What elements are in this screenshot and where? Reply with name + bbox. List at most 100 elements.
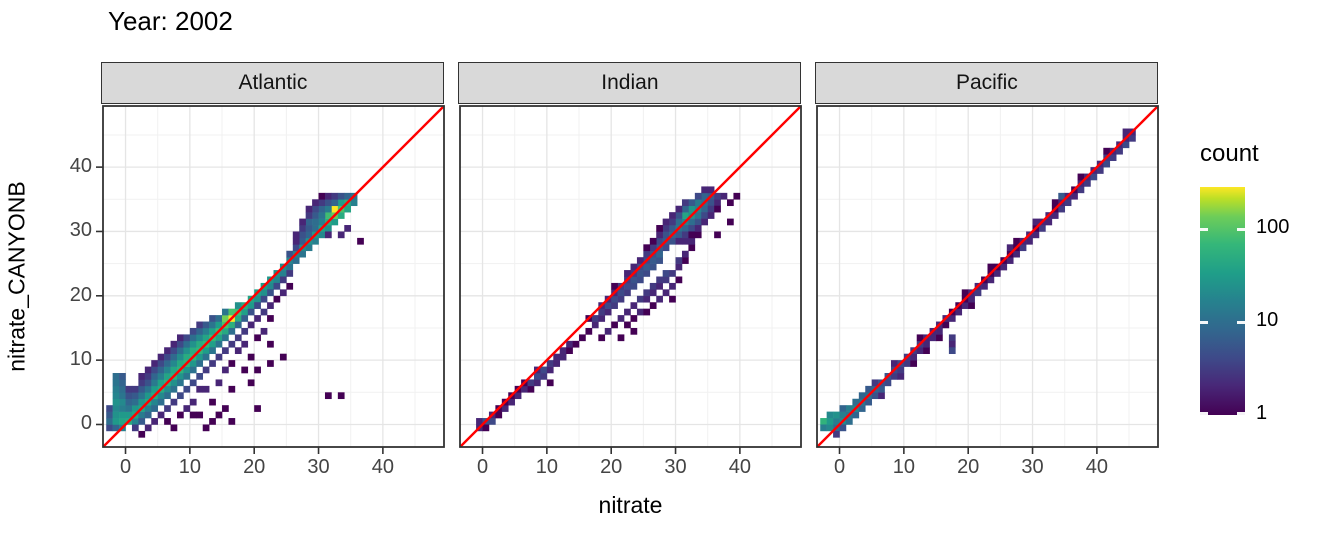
bin-cell [324, 225, 332, 232]
bin-cell [196, 327, 204, 335]
bin-cell [675, 276, 683, 284]
facet-strip-label: Pacific [955, 71, 1018, 94]
legend-tick-label: 10 [1256, 309, 1279, 331]
bin-cell [495, 411, 503, 419]
bin-cell [196, 334, 204, 342]
bin-cell [267, 340, 274, 348]
bin-cell [833, 418, 840, 425]
bin-cell [202, 353, 210, 361]
bin-cell [942, 321, 950, 329]
bin-cell [566, 347, 573, 355]
bin-cell [112, 373, 120, 380]
bin-cell [170, 366, 178, 374]
bin-cell [611, 295, 618, 303]
bin-cell [222, 334, 229, 342]
bin-cell [292, 244, 300, 252]
bin-cell [183, 347, 191, 355]
bin-cell [662, 270, 670, 277]
bin-cell [119, 373, 126, 380]
bin-cell [344, 225, 352, 232]
bin-cell [636, 276, 644, 284]
bin-cell [553, 353, 561, 361]
bin-cell [636, 308, 644, 316]
bin-cell [656, 257, 663, 264]
bin-cell [820, 418, 827, 425]
grid-minor [817, 106, 1158, 447]
bin-cell [955, 308, 963, 316]
y-axis-title: nitrate_CANYONB [3, 181, 30, 372]
bin-cell [157, 392, 165, 400]
bin-cell [125, 398, 133, 406]
bin-cell [157, 366, 165, 374]
bin-cell [176, 411, 184, 419]
bin-cell [681, 237, 689, 245]
bin-cell [675, 218, 683, 226]
bin-cell [604, 302, 612, 309]
bin-cell [1013, 237, 1020, 245]
bin-cell [164, 385, 171, 393]
bin-cell [176, 334, 184, 342]
bin-cell [312, 205, 319, 213]
bin-cell [617, 295, 625, 303]
bin-cell [350, 199, 358, 207]
bin-cell [157, 411, 165, 419]
bin-cell [131, 418, 139, 425]
x-axis-title: nitrate [598, 492, 663, 518]
bin-cell [624, 289, 631, 297]
bin-cell [839, 405, 847, 412]
bin-cell [112, 424, 120, 432]
bin-cell [183, 334, 191, 342]
bin-cell [254, 315, 261, 322]
bin-cell [215, 315, 223, 322]
bin-cell [636, 257, 644, 264]
bin-cell [260, 289, 268, 297]
bin-cell [209, 418, 216, 425]
x-tick-label: 0 [476, 456, 489, 478]
bin-cell [138, 430, 146, 438]
legend-tick-mark [1237, 227, 1245, 231]
bin-cell [209, 315, 216, 322]
bin-cell [196, 385, 204, 393]
y-tick-label: 20 [69, 283, 92, 306]
bin-cell [701, 218, 709, 226]
bin-cell [202, 424, 210, 432]
bin-cell [202, 347, 210, 355]
bin-cell [948, 340, 956, 348]
facet-strip-atlantic: Atlantic [101, 62, 445, 104]
bin-cell [312, 199, 319, 207]
bin-cell [209, 347, 216, 355]
bin-cell [170, 340, 178, 348]
bin-cell [1103, 160, 1111, 168]
bin-cell [286, 263, 294, 271]
bin-cell [546, 360, 554, 367]
bin-cell [241, 315, 249, 322]
bin-cell [228, 418, 236, 425]
bin-cell [183, 353, 191, 361]
bin-cell [681, 225, 689, 232]
bin-cell [125, 411, 133, 419]
bin-cell [903, 360, 911, 367]
bin-cell [305, 244, 313, 252]
bin-cell [688, 244, 696, 252]
bin-cell [324, 205, 332, 213]
bin-cell [624, 321, 631, 329]
bin-cell [112, 379, 120, 387]
bin-cell [247, 321, 255, 329]
bin-cell [1032, 218, 1040, 226]
bin-cell [273, 295, 281, 303]
bin-cell [241, 327, 249, 335]
bin-cell [1038, 225, 1046, 232]
bin-cell [144, 385, 152, 393]
bin-cell [292, 231, 300, 239]
bin-cell [1071, 192, 1078, 200]
identity-line [459, 105, 802, 448]
bin-cell [164, 353, 171, 361]
bin-cell [572, 340, 580, 348]
bin-cell [1058, 205, 1066, 213]
bin-cell [656, 250, 663, 258]
bin-cell [630, 327, 638, 335]
bin-cell [125, 392, 133, 400]
bin-cell [546, 379, 554, 387]
bin-cell [694, 218, 702, 226]
legend-tick-mark [1237, 411, 1245, 415]
